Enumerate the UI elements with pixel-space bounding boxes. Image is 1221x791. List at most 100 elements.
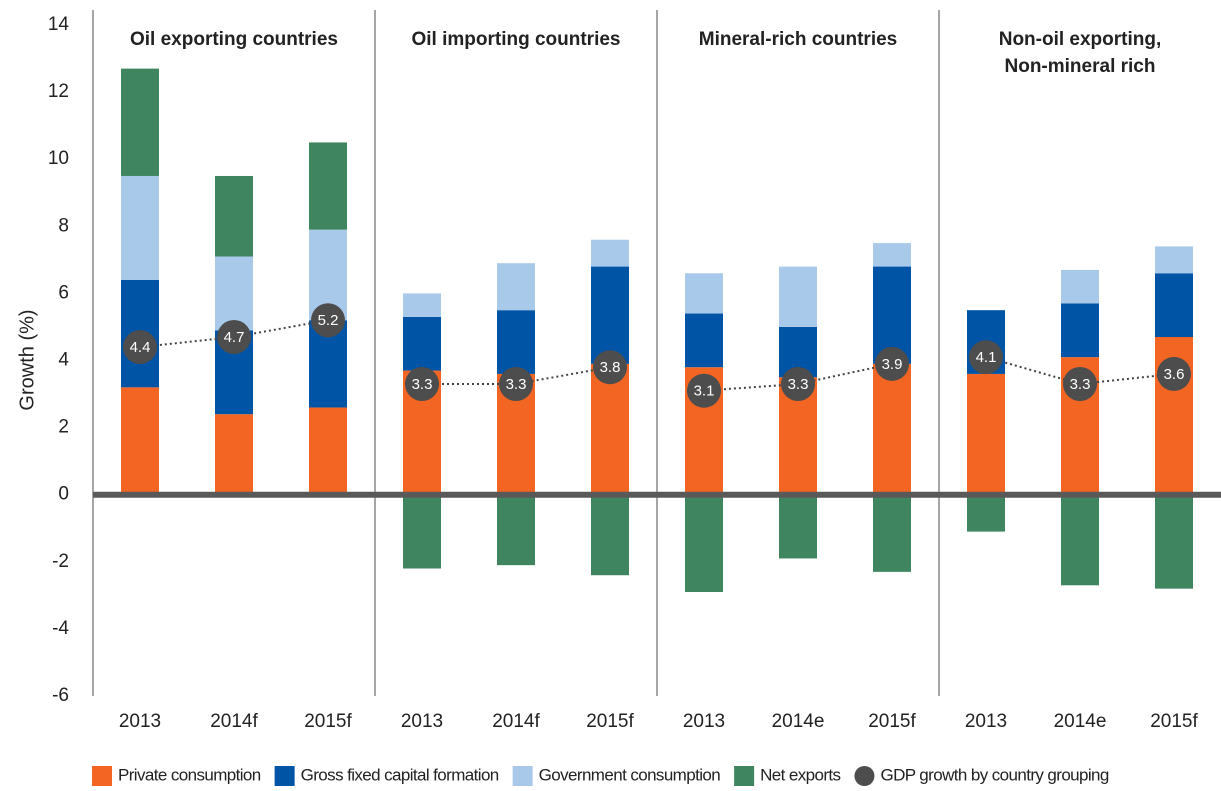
legend-label: Private consumption [118,765,261,784]
gdp-dot [311,303,345,338]
bar-segment [309,407,347,495]
bar-segment [121,175,159,280]
gdp-dot [123,330,157,365]
bar-segment [591,363,629,495]
x-tick-label: 2015f [586,711,634,732]
gdp-dot [499,366,533,401]
legend-swatch [512,766,533,786]
gdp-label: 4.1 [976,349,997,366]
x-tick-label: 2014e [1054,711,1107,732]
y-tick-label: -2 [52,551,69,572]
bar-segment [215,256,253,331]
y-tick-label: -4 [52,618,69,639]
group-title: Non-mineral rich [1005,56,1156,77]
gdp-label: 3.1 [694,383,715,400]
y-axis-label: Growth (%) [16,309,38,410]
bar-segment [215,175,253,257]
gdp-dot [405,366,439,401]
bar-segment [685,494,723,592]
gdp-dot [1063,366,1097,401]
gdp-label: 5.2 [318,312,339,329]
bar-segment [497,494,535,566]
bar-segment [403,293,441,317]
gdp-label: 3.6 [1164,366,1185,383]
gdp-dot [593,350,627,385]
gdp-line [139,319,329,349]
bar-segment [121,68,159,176]
legend-swatch [92,766,112,786]
legend-label: GDP growth by country grouping [880,765,1108,784]
legend-swatch [274,766,295,786]
gdp-label: 4.7 [224,329,245,346]
gdp-label: 3.8 [600,359,621,376]
bar-segment [497,310,535,374]
bar-segment [685,313,723,368]
y-tick-label: 0 [58,484,69,505]
x-tick-label: 2015f [304,711,352,732]
gdp-label: 3.3 [788,376,809,393]
x-tick-label: 2014e [772,711,825,732]
bar-segment [591,239,629,267]
bar-segment [779,494,817,559]
y-tick-label: 12 [48,81,69,102]
bar-segment [309,142,347,230]
gdp-dot [687,373,721,408]
y-tick-label: 6 [58,282,69,303]
bar-segment [1155,273,1193,338]
legend-swatch [854,766,875,786]
legend-swatch [734,766,755,786]
gdp-dot [1157,356,1191,391]
gdp-label: 3.3 [412,376,433,393]
group-title: Oil exporting countries [130,29,338,50]
y-tick-label: 14 [48,14,70,35]
bar-segment [121,387,159,495]
bar-segment [591,266,629,364]
group-title: Oil importing countries [411,29,620,50]
bar-segment [873,363,911,495]
gdp-label: 3.3 [506,376,527,393]
gdp-dot [875,346,909,381]
x-tick-label: 2015f [1150,711,1198,732]
x-tick-label: 2014f [492,711,540,732]
x-tick-label: 2013 [401,711,443,732]
group-title: Non-oil exporting, [999,29,1162,50]
bar-segment [215,414,253,495]
bar-segment [967,373,1005,495]
bar-segment [873,243,911,267]
legend-label: Government consumption [539,765,721,784]
gdp-dot [781,366,815,401]
gdp-label: 3.9 [882,356,903,373]
x-tick-label: 2015f [868,711,916,732]
legend-label: Net exports [760,765,840,784]
gdp-label: 3.3 [1070,376,1091,393]
bar-segment [403,494,441,569]
gdp-label: 4.4 [130,339,151,356]
x-tick-label: 2013 [119,711,161,732]
gdp-dot [217,320,251,355]
bar-segment [1155,494,1193,589]
x-tick-label: 2013 [683,711,725,732]
bar-segment [685,273,723,314]
bar-segment [1061,269,1099,304]
x-tick-label: 2013 [965,711,1007,732]
bar-segment [497,263,535,311]
bar-segment [1061,494,1099,586]
bar-segment [1061,303,1099,358]
bar-segment [873,494,911,572]
y-tick-label: 8 [58,215,69,236]
y-tick-label: 10 [48,148,69,169]
y-tick-label: -6 [52,685,69,706]
bar-segment [591,494,629,576]
group-title: Mineral-rich countries [699,29,898,50]
bar-segment [967,494,1005,532]
bar-segment [779,266,817,327]
gdp-line [422,366,611,385]
y-tick-label: 4 [58,350,69,371]
bar-segment [403,316,441,371]
gdp-dot [969,340,1003,375]
bar-segment [1155,246,1193,274]
gdp-line [985,356,1175,386]
y-tick-label: 2 [58,417,69,438]
legend-label: Gross fixed capital formation [301,765,499,784]
